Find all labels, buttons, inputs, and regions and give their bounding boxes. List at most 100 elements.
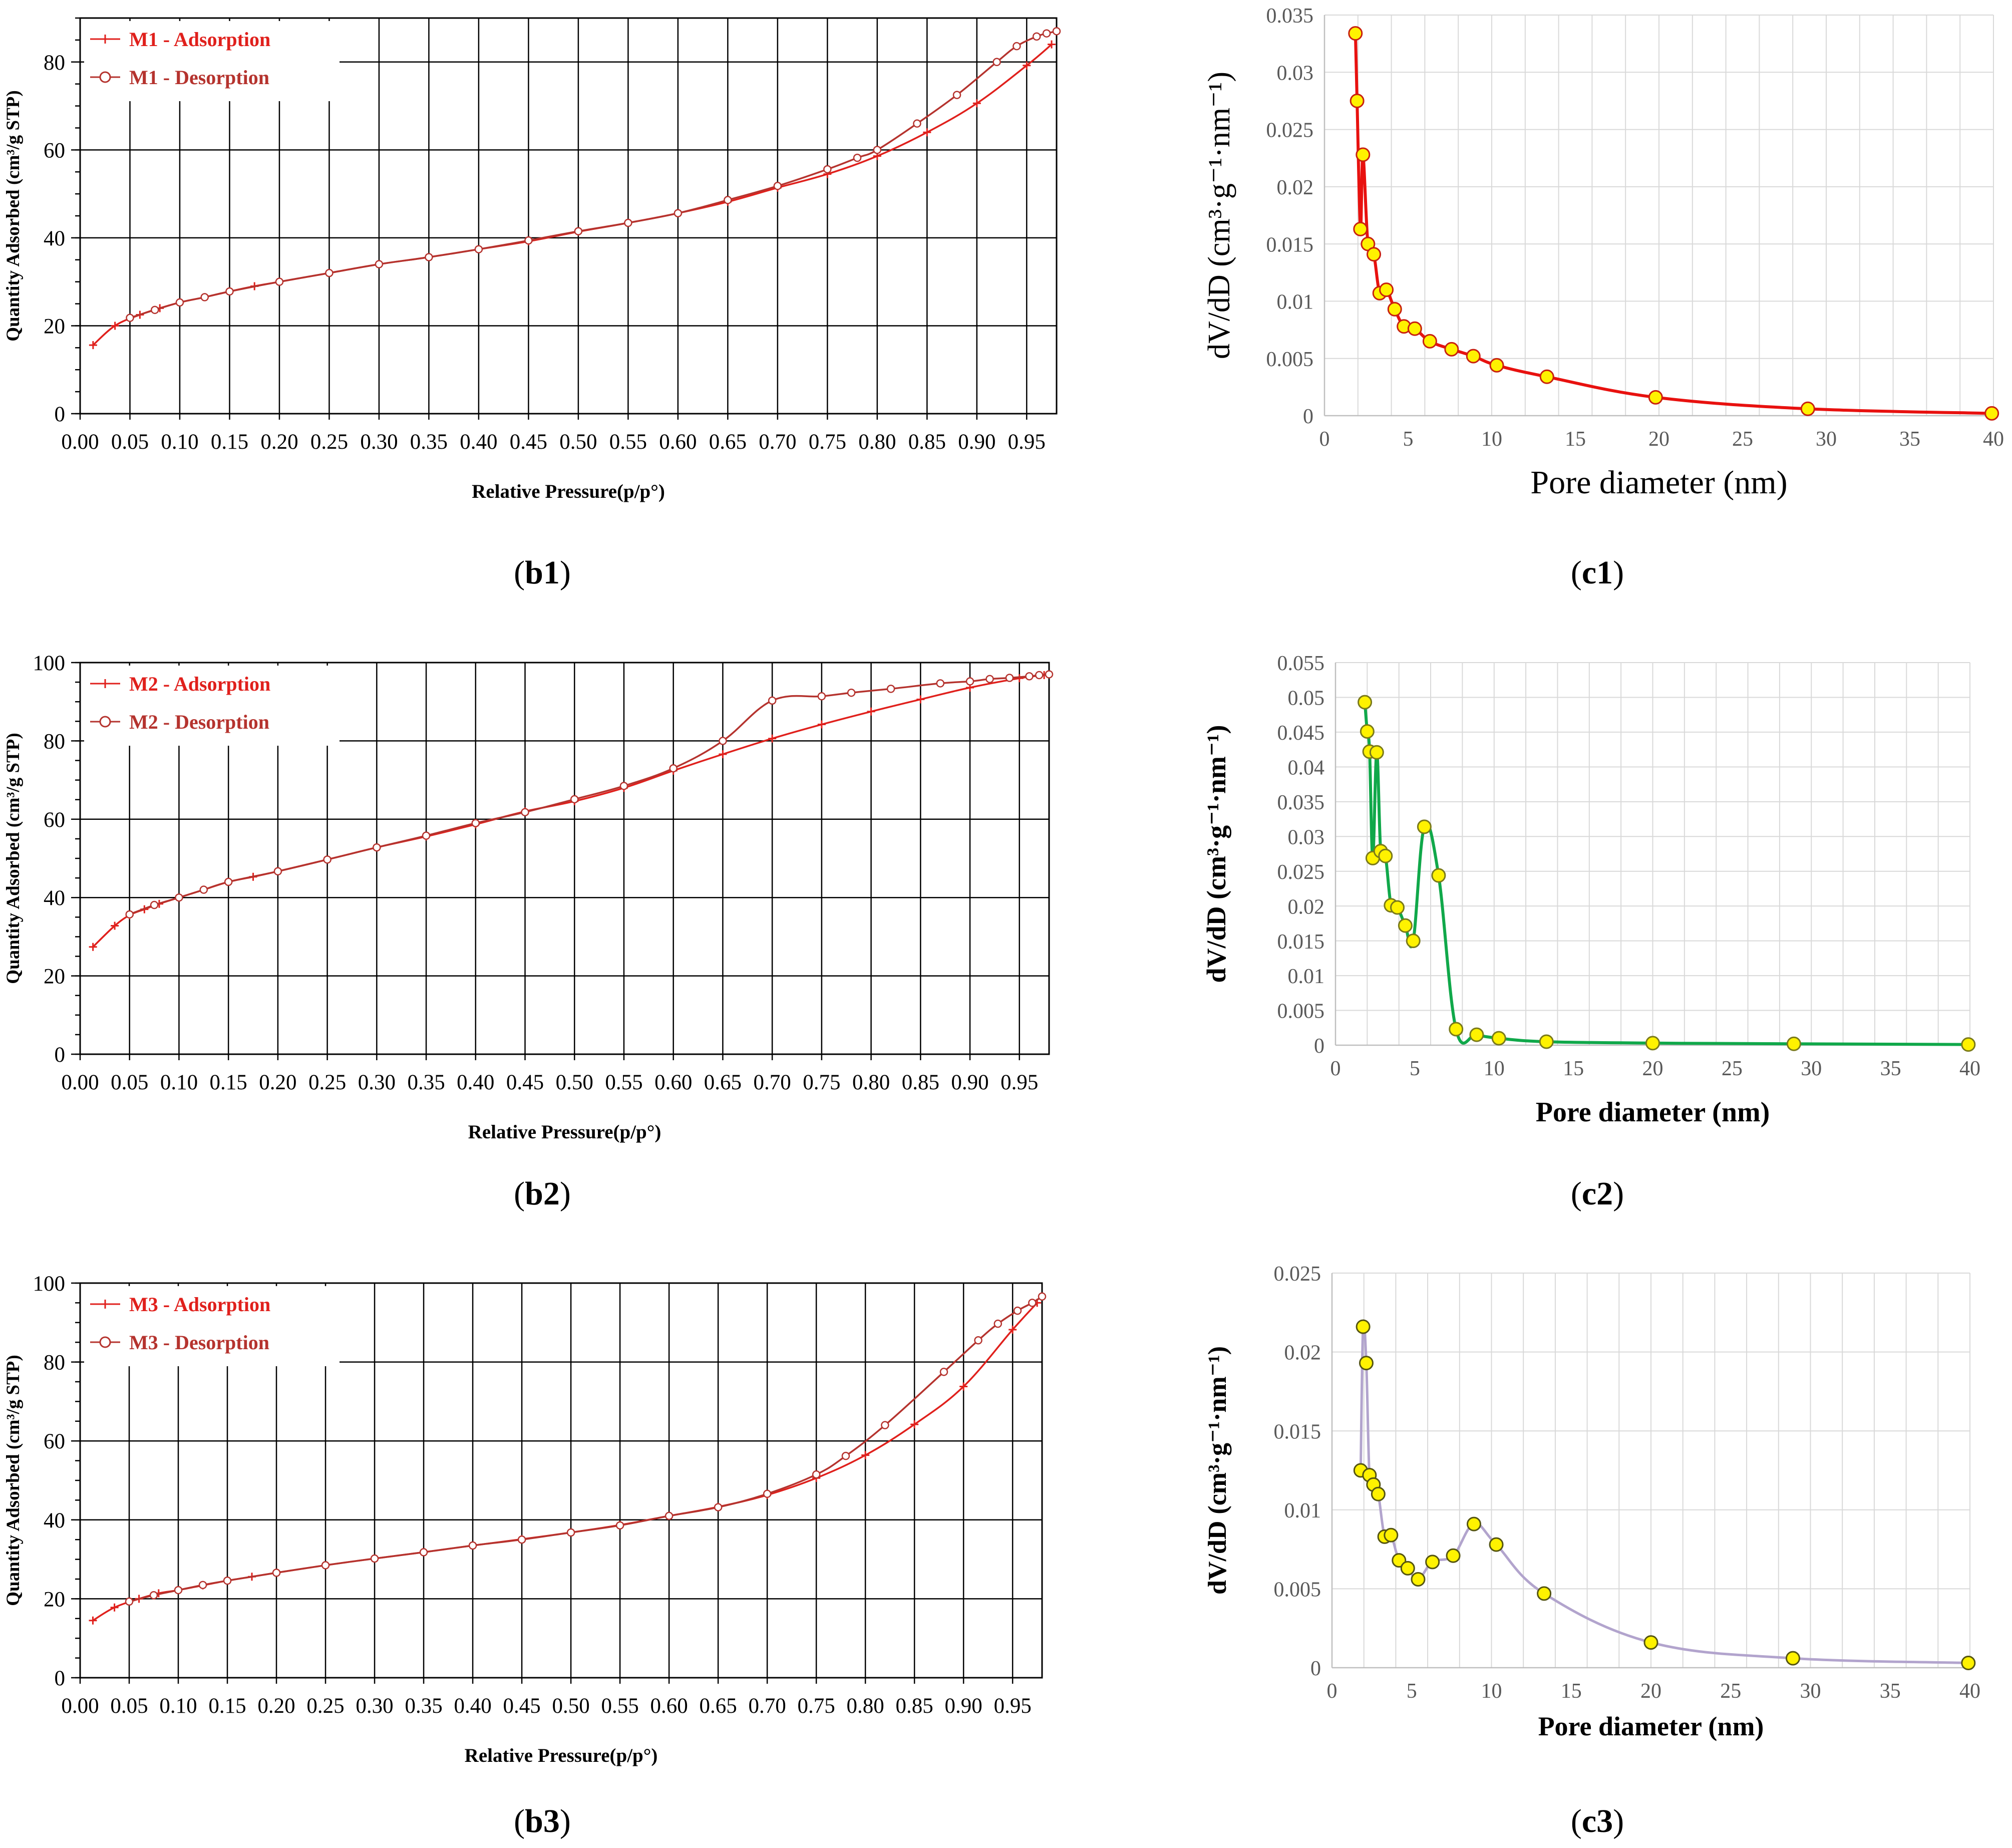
x-tick-label: 0.35 — [407, 1071, 445, 1094]
legend: M1 - Adsorption M1 - Desorption — [84, 21, 340, 101]
x-tick-label: 0.85 — [908, 430, 946, 454]
panel-label-c1: (c1) — [1571, 554, 1624, 591]
data-point — [1539, 369, 1554, 384]
series-line — [1363, 702, 1968, 1046]
data-point-circle — [521, 808, 529, 816]
data-point-circle — [419, 1548, 428, 1557]
x-tick-label: 40 — [1959, 1057, 1980, 1080]
panel-label-open: ( — [1571, 554, 1582, 591]
data-point-circle — [873, 146, 882, 154]
data-point-plus — [1023, 61, 1031, 70]
panel-label-id: b3 — [525, 1803, 560, 1839]
data-point-circle — [422, 831, 431, 840]
data-point — [1369, 745, 1384, 760]
data-point-circle — [566, 1528, 575, 1537]
y-tick-label: 20 — [44, 965, 65, 989]
data-point-circle — [812, 1470, 821, 1479]
data-point-circle — [325, 268, 333, 277]
data-point-circle — [993, 1319, 1002, 1328]
series-line — [1359, 1319, 1968, 1664]
data-point-plus — [110, 1603, 119, 1612]
x-tick-label: 0.05 — [111, 1071, 148, 1094]
data-point — [1358, 695, 1373, 710]
y-tick-label: 0.005 — [1274, 1579, 1321, 1602]
x-tick-label: 10 — [1484, 1057, 1505, 1080]
x-axis-title: Relative Pressure(p/p°) — [472, 481, 665, 502]
data-point-circle — [763, 1489, 772, 1498]
x-tick-label: 15 — [1561, 1680, 1582, 1703]
data-point-circle — [939, 1368, 948, 1376]
panel-label-b1: (b1) — [514, 554, 571, 591]
data-point — [1449, 1022, 1464, 1037]
y-tick-label: 0.045 — [1277, 722, 1325, 745]
y-tick-label: 0.025 — [1277, 861, 1325, 884]
data-point-circle — [225, 287, 234, 296]
data-point — [1489, 358, 1504, 373]
chart-c1: 0 5 10 15 20 25 30 35 40 0 0.005 0.01 0.015 0.02 0.025… — [1202, 5, 2004, 501]
data-point — [1406, 934, 1421, 949]
data-point-circle — [425, 253, 433, 261]
x-tick-label: 0.35 — [405, 1694, 442, 1718]
x-tick-label: 0.90 — [945, 1694, 982, 1718]
x-tick-label: 0.70 — [759, 430, 796, 454]
data-point-circle — [669, 764, 678, 773]
data-point — [1411, 1572, 1426, 1587]
x-tick-label: 0.80 — [858, 430, 896, 454]
data-point-circle — [223, 1576, 232, 1585]
data-point-plus — [861, 1451, 870, 1459]
legend: M2 - Adsorption M2 - Desorption — [84, 666, 340, 746]
x-tick-label: 30 — [1816, 428, 1837, 451]
x-tick-label: 0.15 — [210, 1071, 247, 1094]
data-point-circle — [974, 1336, 982, 1345]
y-tick-label: 0.03 — [1288, 826, 1325, 849]
x-tick-label: 0 — [1319, 428, 1330, 451]
data-point-plus — [768, 734, 777, 743]
chart-b2: 0.00 0.05 0.10 0.15 0.20 0.25 0.30 0.35 0.40 0.45… — [3, 652, 1054, 1143]
x-tick-label: 0.15 — [208, 1694, 246, 1718]
data-point — [1367, 247, 1382, 262]
data-point — [1356, 1319, 1371, 1334]
y-tick-label: 0 — [1310, 1657, 1321, 1680]
x-tick-label: 0.85 — [902, 1071, 939, 1094]
y-tick-label: 80 — [44, 51, 65, 75]
x-tick-label: 40 — [1983, 428, 2004, 451]
data-point — [1348, 26, 1363, 41]
data-point — [1961, 1656, 1976, 1671]
x-tick-label: 5 — [1403, 428, 1414, 451]
data-point-circle — [1025, 672, 1034, 681]
data-point-circle — [474, 245, 483, 253]
data-point-circle — [321, 1561, 330, 1570]
data-point — [1359, 1356, 1374, 1371]
data-point-circle — [1028, 1299, 1037, 1307]
y-tick-label: 0.03 — [1277, 62, 1314, 85]
y-tick-label: 0.035 — [1266, 5, 1314, 28]
x-tick-label: 0.20 — [260, 430, 298, 454]
legend-background — [84, 666, 340, 746]
data-point — [1645, 1036, 1660, 1051]
data-point — [1378, 848, 1393, 863]
x-tick-label: 0.05 — [111, 430, 149, 454]
data-point — [1537, 1586, 1552, 1601]
data-point-circle — [1005, 674, 1014, 682]
data-point-circle — [273, 867, 282, 876]
data-point-circle — [375, 260, 384, 268]
data-point-circle — [886, 685, 895, 693]
data-point-circle — [624, 218, 632, 227]
x-tick-label: 10 — [1481, 428, 1502, 451]
x-tick-label: 0.75 — [798, 1694, 835, 1718]
y-tick-label: 40 — [44, 1509, 65, 1532]
legend-marker-circle — [99, 716, 111, 728]
y-tick-label: 0.025 — [1274, 1263, 1321, 1286]
y-tick-label: 0.005 — [1277, 1000, 1325, 1023]
data-point-circle — [175, 893, 183, 902]
x-tick-label: 0.60 — [659, 430, 697, 454]
legend-background — [84, 21, 340, 101]
data-point-circle — [773, 182, 782, 190]
x-tick-label: 0.55 — [605, 1071, 642, 1094]
x-tick-label: 40 — [1959, 1680, 1980, 1703]
y-tick-label: 60 — [44, 1430, 65, 1453]
x-tick-label: 0.40 — [460, 430, 497, 454]
panel-label-close: ) — [1613, 554, 1624, 591]
panel-label-c2: (c2) — [1571, 1175, 1624, 1212]
y-tick-label: 0 — [1303, 405, 1313, 428]
